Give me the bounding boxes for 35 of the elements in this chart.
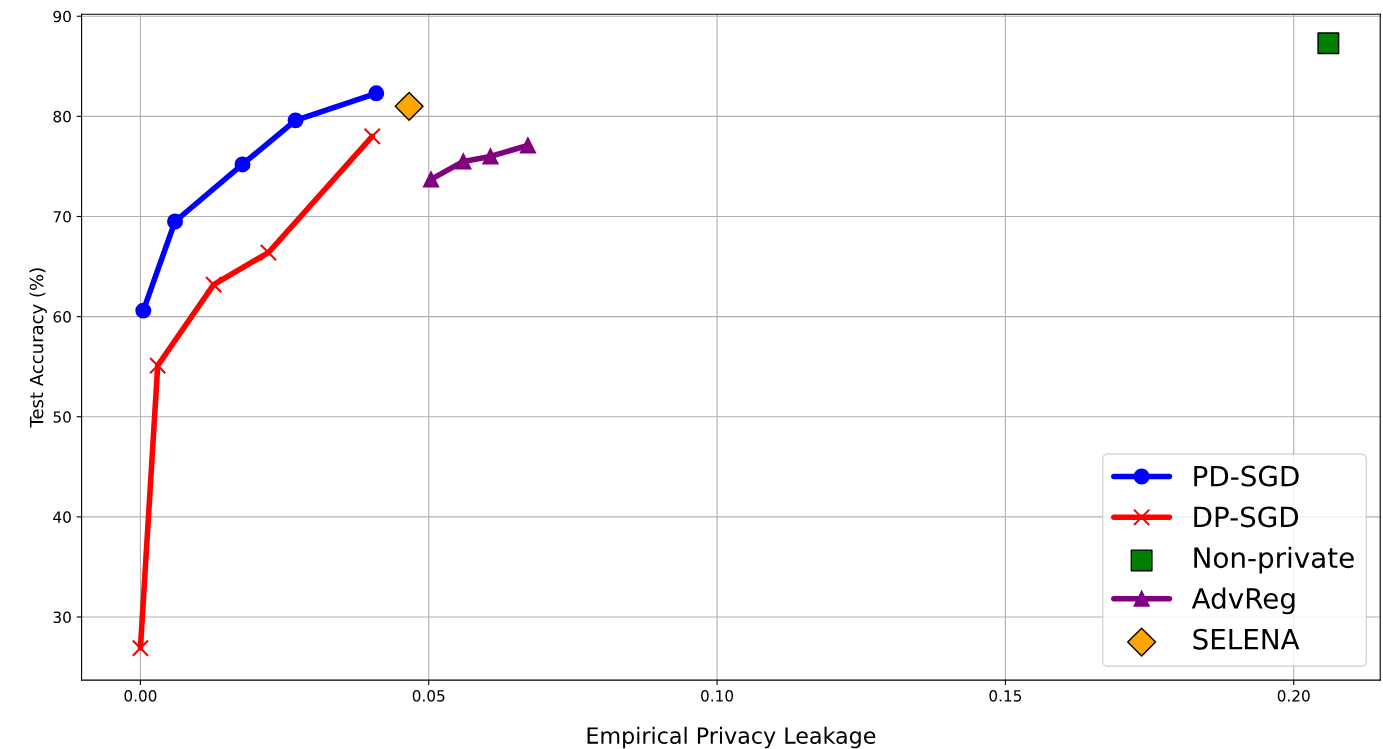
point: [363, 127, 381, 146]
point: [455, 153, 472, 170]
legend-label: PD-SGD: [1194, 465, 1299, 487]
point: [1317, 32, 1340, 55]
point: [482, 148, 499, 165]
x-tick-label: 0.10: [701, 690, 734, 702]
y-tick-label: 40: [53, 511, 71, 523]
point: [368, 85, 385, 102]
y-axis-title: Test Accuracy (%): [29, 268, 47, 428]
legend-label: Non-private: [1194, 546, 1354, 574]
legend-label: SELENA: [1193, 628, 1300, 650]
y-tick-label: 70: [53, 210, 71, 223]
y-tick-label: 50: [53, 411, 71, 423]
y-tick-label: 80: [53, 110, 71, 123]
point: [149, 357, 167, 375]
point: [287, 112, 304, 129]
point: [131, 639, 150, 657]
point: [167, 213, 183, 230]
y-tick-label: 90: [53, 10, 71, 23]
x-tick-label: 0.00: [124, 690, 157, 702]
x-axis-title: Empirical Privacy Leakage: [587, 726, 876, 749]
x-tick-label: 0.05: [412, 690, 445, 702]
point: [519, 137, 536, 154]
x-tick-label: 0.15: [989, 690, 1022, 702]
point: [259, 243, 278, 262]
point: [234, 156, 251, 173]
x-tick-label: 0.20: [1277, 690, 1310, 702]
legend-label: AdvReg: [1191, 587, 1295, 615]
point: [135, 302, 152, 319]
point: [423, 171, 440, 188]
y-tick-label: 30: [53, 611, 71, 624]
point: [394, 91, 424, 121]
point: [204, 275, 223, 294]
legend-label: DP-SGD: [1194, 506, 1299, 528]
y-tick-label: 60: [53, 311, 71, 323]
